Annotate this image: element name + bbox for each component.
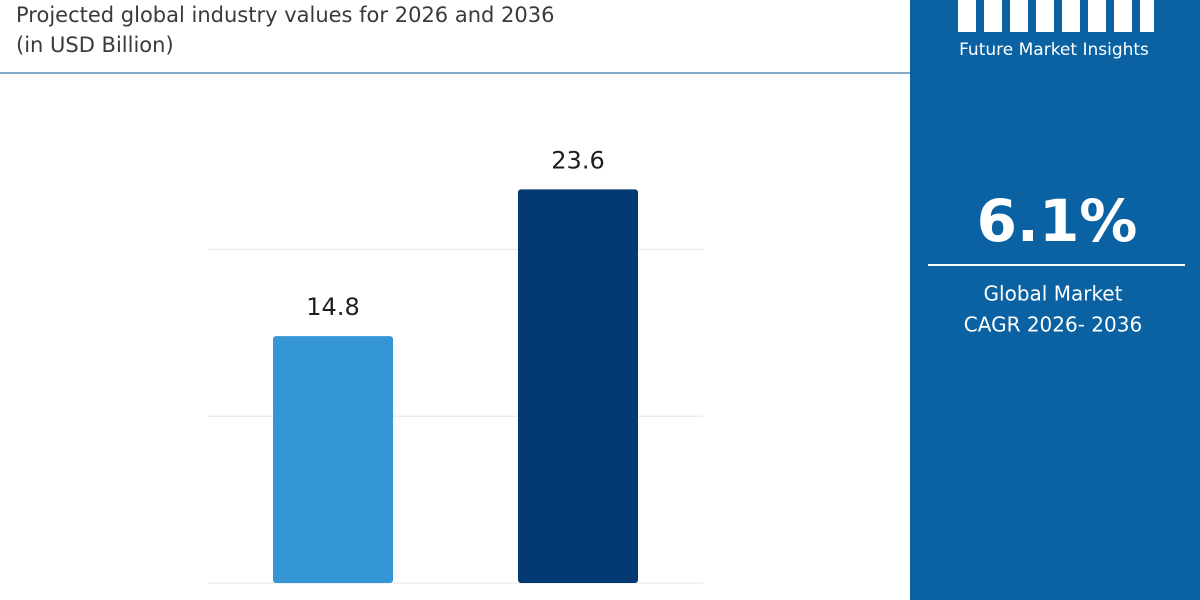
chart-subtitle: (in USD Billion) bbox=[16, 33, 174, 57]
bar bbox=[273, 336, 393, 583]
side-panel bbox=[910, 0, 1200, 600]
chart-title: Projected global industry values for 202… bbox=[16, 3, 554, 27]
brand-logo bbox=[958, 0, 1154, 32]
cagr-value: 6.1% bbox=[977, 187, 1138, 255]
brand-name: Future Market Insights bbox=[959, 40, 1149, 60]
cagr-label: Global Market bbox=[984, 282, 1123, 306]
cagr-label: CAGR 2026- 2036 bbox=[964, 313, 1142, 337]
value-label: 23.6 bbox=[551, 146, 604, 174]
value-label: 14.8 bbox=[306, 293, 359, 321]
bar bbox=[518, 189, 638, 584]
